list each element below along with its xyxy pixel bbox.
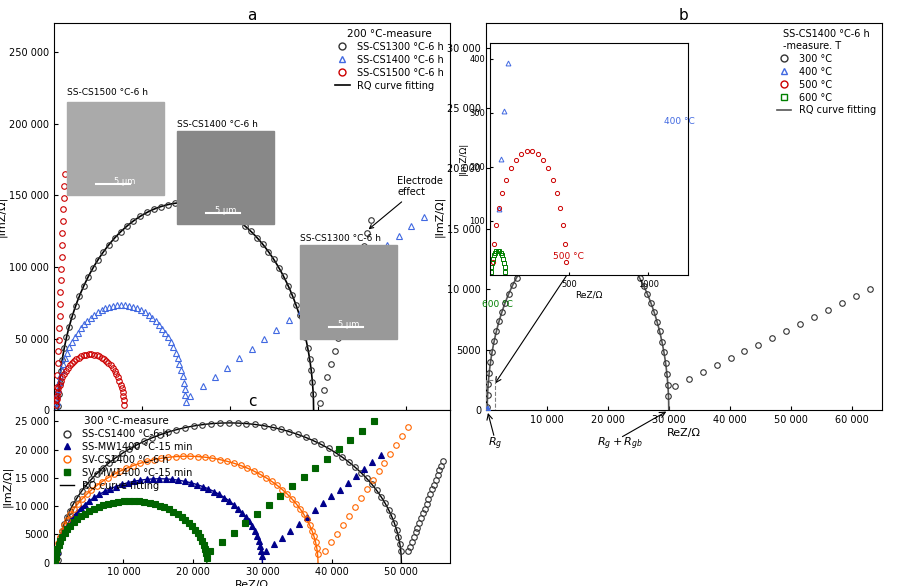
Text: a: a xyxy=(248,8,256,23)
Y-axis label: |ImZ/Ω|: |ImZ/Ω| xyxy=(434,196,445,237)
Text: b: b xyxy=(680,8,688,23)
Text: SS-CS1500 °C-6 h: SS-CS1500 °C-6 h xyxy=(68,88,148,97)
X-axis label: ReZ/Ω: ReZ/Ω xyxy=(667,428,701,438)
Text: $R_g + R_{gb}$: $R_g + R_{gb}$ xyxy=(282,431,328,448)
Text: Electrode
effect: Electrode effect xyxy=(370,176,443,229)
X-axis label: ReZ/Ω: ReZ/Ω xyxy=(235,580,269,586)
Text: $R_g$: $R_g$ xyxy=(488,436,502,452)
Legend: SS-CS1400 °C-6 h, SS-MW1400 °C-15 min, SV-CS1400 °C-6 h, SV-MW1400 °C-15 min, RQ: SS-CS1400 °C-6 h, SS-MW1400 °C-15 min, S… xyxy=(56,412,196,495)
Text: SS-CS1300 °C-6 h: SS-CS1300 °C-6 h xyxy=(301,234,382,243)
Bar xyxy=(301,246,397,339)
Y-axis label: |ImZ/Ω|: |ImZ/Ω| xyxy=(0,196,6,237)
Legend: 300 °C, 400 °C, 500 °C, 600 °C, RQ curve fitting: 300 °C, 400 °C, 500 °C, 600 °C, RQ curve… xyxy=(773,25,880,120)
Text: SS-CS1400 °C-6 h: SS-CS1400 °C-6 h xyxy=(177,120,258,128)
X-axis label: ReZ/Ω: ReZ/Ω xyxy=(235,428,269,438)
Y-axis label: |ImZ/Ω|: |ImZ/Ω| xyxy=(2,466,13,507)
Legend: SS-CS1300 °C-6 h, SS-CS1400 °C-6 h, SS-CS1500 °C-6 h, RQ curve fitting: SS-CS1300 °C-6 h, SS-CS1400 °C-6 h, SS-C… xyxy=(331,25,448,95)
Text: c: c xyxy=(248,394,256,408)
Bar xyxy=(486,380,495,410)
Bar xyxy=(68,102,164,195)
Text: 5 μm: 5 μm xyxy=(113,177,135,186)
Text: $R_g + R_{gb}$: $R_g + R_{gb}$ xyxy=(597,436,643,452)
Bar xyxy=(177,131,274,224)
Text: 5 μm: 5 μm xyxy=(338,320,359,329)
Text: $R_g$: $R_g$ xyxy=(73,431,87,448)
Text: 5 μm: 5 μm xyxy=(215,206,237,214)
